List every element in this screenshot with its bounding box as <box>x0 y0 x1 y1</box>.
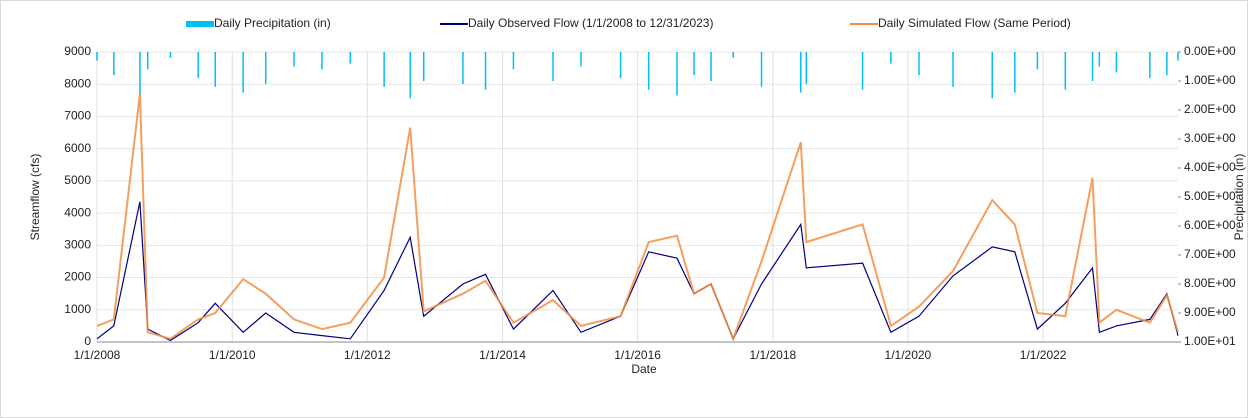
y-tick-label: 7000 <box>64 109 91 123</box>
y2-tick-label: 0.00E+00 <box>1184 44 1236 58</box>
x-tick-label: 1/1/2020 <box>885 348 932 362</box>
precip-bar <box>1166 52 1168 76</box>
precip-bar <box>462 52 464 84</box>
y2-axis-label: Precipitation (in) <box>1232 154 1246 241</box>
legend-label: Daily Simulated Flow (Same Period) <box>878 16 1071 30</box>
x-axis-label: Date <box>631 362 657 376</box>
precip-bar <box>1115 52 1118 73</box>
y2-tick-label: 1.00E+01 <box>1184 334 1236 348</box>
precip-bar <box>1091 52 1094 81</box>
legend-label: Daily Precipitation (in) <box>214 16 331 30</box>
y2-tick-label: 1.00E+00 <box>1184 73 1236 87</box>
y2-tick-label: 6.00E+00 <box>1184 218 1236 232</box>
y2-tick-label: 7.00E+00 <box>1184 247 1236 261</box>
flow-line <box>96 93 1179 342</box>
x-tick-label: 1/1/2010 <box>209 348 256 362</box>
legend-swatch <box>186 21 214 27</box>
precip-bar <box>113 52 115 76</box>
precip-bar <box>214 52 216 87</box>
y-tick-label: 2000 <box>64 270 91 284</box>
precip-bar <box>760 52 763 87</box>
precip-bar <box>861 52 864 90</box>
legend-label: Daily Observed Flow (1/1/2008 to 12/31/2… <box>468 16 713 30</box>
y-tick-label: 5000 <box>64 173 91 187</box>
precip-bar <box>146 52 149 70</box>
precip-bar <box>197 52 199 79</box>
y-tick-label: 8000 <box>64 76 91 90</box>
precip-bar <box>991 52 994 99</box>
precip-bar <box>383 52 385 87</box>
precip-bar <box>619 52 622 79</box>
precip-bar <box>1149 52 1151 79</box>
precip-bar <box>293 52 295 67</box>
y-tick-label: 9000 <box>64 44 91 58</box>
x-tick-label: 1/1/2022 <box>1020 348 1067 362</box>
precip-bar <box>1036 52 1039 70</box>
y2-tick-label: 9.00E+00 <box>1184 305 1236 319</box>
y-tick-label: 4000 <box>64 205 91 219</box>
flow-line <box>96 201 1179 342</box>
precip-bar <box>710 52 712 81</box>
precip-bar <box>890 52 892 64</box>
precip-bar <box>1064 52 1067 90</box>
precip-bar <box>242 52 244 93</box>
precip-bar <box>647 52 650 90</box>
precip-bar <box>693 52 695 76</box>
precip-bar <box>96 52 98 61</box>
precip-bar <box>349 52 352 64</box>
y2-tick-label: 4.00E+00 <box>1184 160 1236 174</box>
x-tick-label: 1/1/2008 <box>74 348 121 362</box>
precip-bar <box>422 52 425 81</box>
precip-bar <box>952 52 954 87</box>
y2-tick-label: 5.00E+00 <box>1184 189 1236 203</box>
y-tick-label: 6000 <box>64 141 91 155</box>
y-tick-label: 0 <box>84 334 91 348</box>
precip-bar <box>800 52 802 93</box>
precip-bar <box>552 52 554 81</box>
precip-bar <box>918 52 920 76</box>
precip-bar <box>139 52 141 96</box>
precip-bar <box>805 52 808 84</box>
precip-bar <box>169 52 172 58</box>
precip-bar <box>676 52 678 96</box>
y2-tick-label: 2.00E+00 <box>1184 102 1236 116</box>
precip-bar <box>484 52 487 90</box>
precip-bar <box>580 52 582 67</box>
precip-bar <box>1177 52 1179 61</box>
x-tick-label: 1/1/2016 <box>614 348 661 362</box>
precip-bar <box>512 52 515 70</box>
precip-bar <box>264 52 267 84</box>
y-axis-label: Streamflow (cfs) <box>28 154 42 241</box>
precip-bar <box>1098 52 1101 67</box>
precip-bar <box>1014 52 1016 93</box>
precip-bar <box>321 52 323 70</box>
y-tick-label: 3000 <box>64 238 91 252</box>
x-tick-label: 1/1/2018 <box>749 348 796 362</box>
y2-tick-label: 8.00E+00 <box>1184 276 1236 290</box>
precip-bar <box>732 52 734 58</box>
y2-tick-label: 3.00E+00 <box>1184 131 1236 145</box>
precip-bar <box>409 52 411 99</box>
x-tick-label: 1/1/2014 <box>479 348 526 362</box>
x-tick-label: 1/1/2012 <box>344 348 391 362</box>
y-tick-label: 1000 <box>64 302 91 316</box>
